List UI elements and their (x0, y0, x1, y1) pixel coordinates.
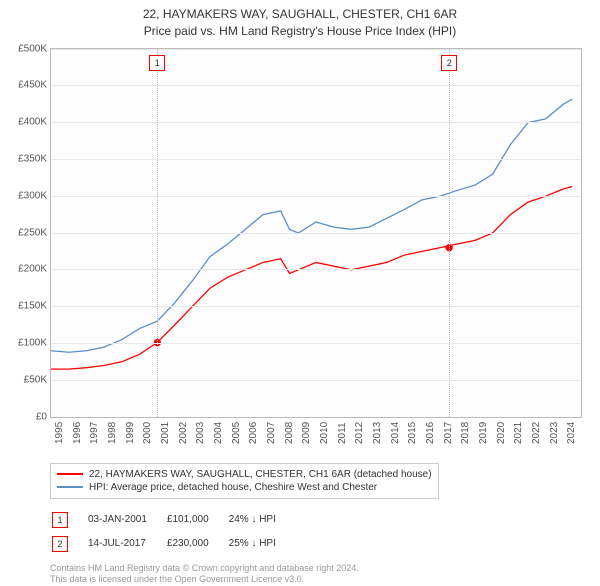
x-axis-label: 2018 (460, 421, 471, 443)
chart-title: 22, HAYMAKERS WAY, SAUGHALL, CHESTER, CH… (0, 0, 600, 40)
event-price: £101,000 (167, 509, 227, 531)
x-axis-label: 2012 (354, 421, 365, 443)
x-axis-label: 2000 (142, 421, 153, 443)
gridline-h (51, 306, 581, 307)
x-axis-label: 2002 (178, 421, 189, 443)
y-axis-label: £350K (2, 153, 47, 164)
x-axis-label: 2004 (213, 421, 224, 443)
y-axis-label: £400K (2, 117, 47, 128)
chart-container: 22, HAYMAKERS WAY, SAUGHALL, CHESTER, CH… (0, 0, 600, 560)
event-date: 03-JAN-2001 (88, 509, 165, 531)
gridline-h (51, 196, 581, 197)
y-axis-label: £0 (2, 411, 47, 422)
footer-line-1: Contains HM Land Registry data © Crown c… (50, 563, 600, 575)
event-date: 14-JUL-2017 (88, 533, 165, 555)
x-axis-label: 1998 (107, 421, 118, 443)
gridline-h (51, 122, 581, 123)
gridline-h (51, 380, 581, 381)
y-axis-label: £250K (2, 227, 47, 238)
y-axis-label: £50K (2, 374, 47, 385)
legend-label: HPI: Average price, detached house, Ches… (89, 482, 377, 493)
x-axis-label: 1996 (72, 421, 83, 443)
x-axis-label: 2009 (301, 421, 312, 443)
footer: Contains HM Land Registry data © Crown c… (50, 563, 600, 586)
x-axis-label: 2011 (337, 422, 348, 444)
gridline-h (51, 49, 581, 50)
x-axis-label: 2023 (549, 421, 560, 443)
series-price_paid (51, 186, 572, 369)
event-pct: 25% ↓ HPI (229, 533, 294, 555)
event-pct: 24% ↓ HPI (229, 509, 294, 531)
title-line-2: Price paid vs. HM Land Registry's House … (0, 23, 600, 40)
event-row: 2 14-JUL-2017£230,00025% ↓ HPI (52, 533, 294, 555)
footer-line-2: This data is licensed under the Open Gov… (50, 574, 600, 586)
x-axis-label: 2008 (284, 421, 295, 443)
legend-row: HPI: Average price, detached house, Ches… (57, 481, 432, 494)
legend: 22, HAYMAKERS WAY, SAUGHALL, CHESTER, CH… (50, 463, 439, 499)
x-axis-label: 2001 (160, 421, 171, 443)
series-hpi (51, 99, 572, 352)
x-axis-label: 2022 (531, 421, 542, 443)
event-row: 1 03-JAN-2001£101,00024% ↓ HPI (52, 509, 294, 531)
plot-area: £0£50K£100K£150K£200K£250K£300K£350K£400… (50, 48, 582, 418)
x-axis-label: 2017 (443, 421, 454, 443)
events-table: 1 03-JAN-2001£101,00024% ↓ HPI 2 14-JUL-201… (50, 507, 296, 557)
x-axis-label: 2003 (195, 421, 206, 443)
event-line (157, 49, 158, 417)
x-axis-label: 2007 (266, 421, 277, 443)
event-line (449, 49, 450, 417)
x-axis-label: 2015 (407, 421, 418, 443)
event-badge: 2 (52, 536, 68, 552)
gridline-h (51, 343, 581, 344)
gridline-h (51, 233, 581, 234)
x-axis-label: 1997 (89, 421, 100, 443)
y-axis-label: £450K (2, 80, 47, 91)
title-line-1: 22, HAYMAKERS WAY, SAUGHALL, CHESTER, CH… (0, 6, 600, 23)
event-marker: 1 (149, 55, 165, 71)
x-axis-label: 2013 (372, 421, 383, 443)
gridline-h (51, 269, 581, 270)
legend-row: 22, HAYMAKERS WAY, SAUGHALL, CHESTER, CH… (57, 468, 432, 481)
x-axis-label: 2010 (319, 421, 330, 443)
x-axis-label: 2006 (248, 421, 259, 443)
y-axis-label: £300K (2, 190, 47, 201)
x-axis-label: 2019 (478, 421, 489, 443)
legend-label: 22, HAYMAKERS WAY, SAUGHALL, CHESTER, CH… (89, 469, 432, 480)
y-axis-label: £200K (2, 264, 47, 275)
y-axis-label: £150K (2, 301, 47, 312)
gridline-h (51, 85, 581, 86)
gridline-h (51, 159, 581, 160)
x-axis-label: 1999 (125, 421, 136, 443)
event-badge: 1 (52, 512, 68, 528)
x-axis-label: 2014 (390, 421, 401, 443)
event-marker: 2 (441, 55, 457, 71)
x-axis-label: 2024 (566, 421, 577, 443)
x-axis-label: 1995 (54, 421, 65, 443)
x-axis-label: 2020 (496, 421, 507, 443)
y-axis-label: £500K (2, 43, 47, 54)
event-price: £230,000 (167, 533, 227, 555)
y-axis-label: £100K (2, 337, 47, 348)
x-axis-label: 2005 (231, 421, 242, 443)
x-axis-label: 2016 (425, 421, 436, 443)
legend-swatch (57, 486, 83, 488)
x-axis-label: 2021 (513, 421, 524, 443)
legend-swatch (57, 473, 83, 475)
